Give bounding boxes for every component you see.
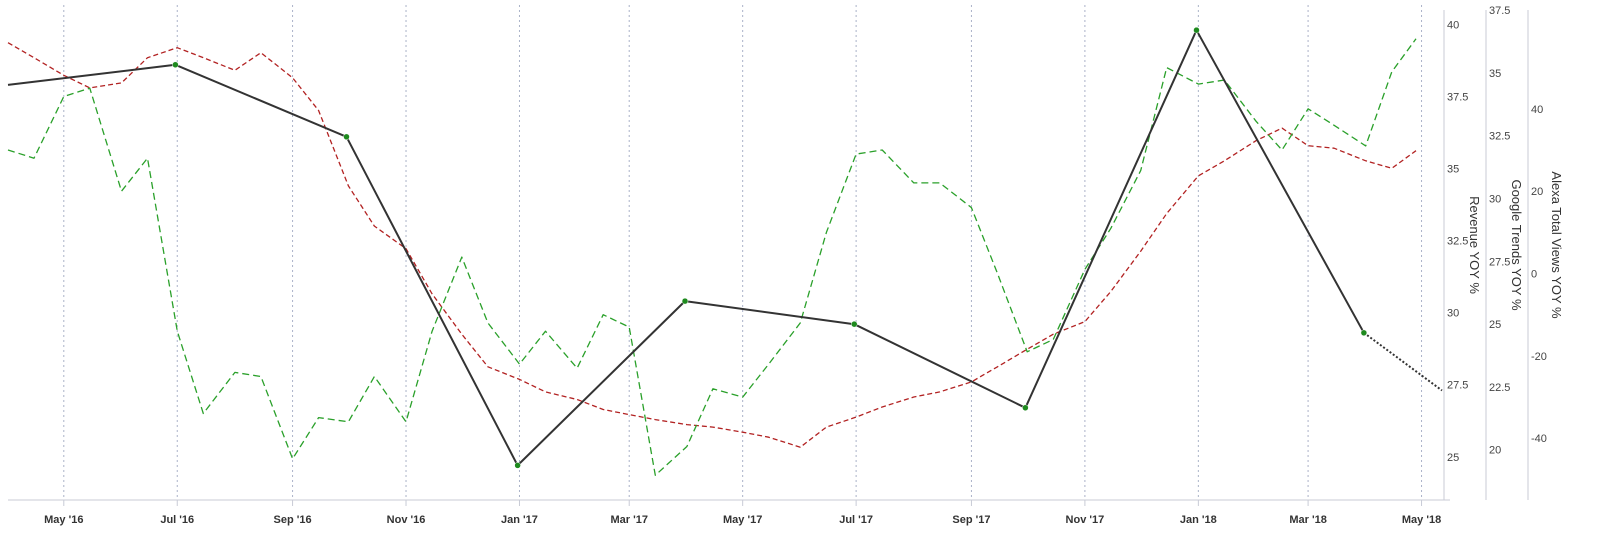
- y-axis-title-revenue: Revenue YOY %: [1467, 196, 1482, 294]
- x-tick-label: Sep '17: [952, 514, 990, 526]
- series-layer: [7, 26, 1443, 476]
- y-tick-label-google: 20: [1489, 445, 1501, 457]
- y-tick-label-revenue: 37.5: [1447, 91, 1468, 103]
- grid-lines: [63, 5, 1423, 500]
- x-tick-label: May '16: [44, 514, 83, 526]
- series-line-alexa: [7, 38, 1417, 476]
- y-tick-label-revenue: 30: [1447, 308, 1459, 320]
- x-tick-label: Mar '18: [1289, 514, 1326, 526]
- x-tick-label: Sep '16: [274, 514, 312, 526]
- x-tick-label: Jan '18: [1180, 514, 1217, 526]
- revenue-point: [514, 462, 521, 469]
- x-axis-ticks: May '16 Jul '16 Sep '16 Nov '16 Jan '17 Mar '…: [44, 500, 1441, 526]
- y-tick-label-alexa: 40: [1531, 104, 1543, 116]
- y-tick-label-revenue: 32.5: [1447, 236, 1468, 248]
- revenue-point: [851, 320, 858, 328]
- x-tick-label: Jul '17: [839, 514, 873, 526]
- revenue-point: [1360, 329, 1368, 337]
- revenue-point: [1193, 26, 1200, 34]
- x-tick-label: Nov '17: [1066, 514, 1105, 526]
- y-axes: 25 27.5 30 32.5 35 37.5 40 Revenue YOY % 20 22.5 2…: [1443, 5, 1564, 500]
- y-tick-label-google: 30: [1489, 193, 1501, 205]
- y-tick-label-alexa: -40: [1531, 433, 1547, 445]
- revenue-point: [1022, 404, 1029, 412]
- y-tick-label-google: 35: [1489, 68, 1501, 80]
- revenue-point: [343, 133, 350, 141]
- x-tick-label: Jan '17: [501, 514, 538, 526]
- x-tick-label: Jul '16: [160, 514, 194, 526]
- x-tick-label: Nov '16: [387, 514, 426, 526]
- y-tick-label-google: 32.5: [1489, 131, 1510, 143]
- revenue-point: [172, 61, 179, 69]
- series-projection-revenue: [1363, 331, 1443, 392]
- series-line-revenue: [7, 29, 1365, 467]
- y-tick-label-revenue: 27.5: [1447, 380, 1468, 392]
- x-tick-label: May '17: [723, 514, 762, 526]
- y-tick-label-revenue: 40: [1447, 19, 1459, 31]
- y-tick-label-alexa: -20: [1531, 351, 1547, 363]
- y-axis-title-google: Google Trends YOY %: [1509, 179, 1524, 310]
- y-tick-label-revenue: 35: [1447, 164, 1459, 176]
- y-tick-label-alexa: 0: [1531, 269, 1537, 281]
- x-tick-label: Mar '17: [610, 514, 647, 526]
- y-tick-label-alexa: 20: [1531, 186, 1543, 198]
- y-tick-label-revenue: 25: [1447, 452, 1459, 464]
- y-axis-title-alexa: Alexa Total Views YOY %: [1549, 171, 1564, 319]
- y-tick-label-google: 22.5: [1489, 382, 1510, 394]
- series-line-google: [7, 42, 1417, 448]
- y-tick-label-google: 27.5: [1489, 256, 1510, 268]
- y-tick-label-google: 25: [1489, 319, 1501, 331]
- y-tick-label-google: 37.5: [1489, 5, 1510, 17]
- x-tick-label: May '18: [1402, 514, 1441, 526]
- revenue-point: [681, 297, 689, 305]
